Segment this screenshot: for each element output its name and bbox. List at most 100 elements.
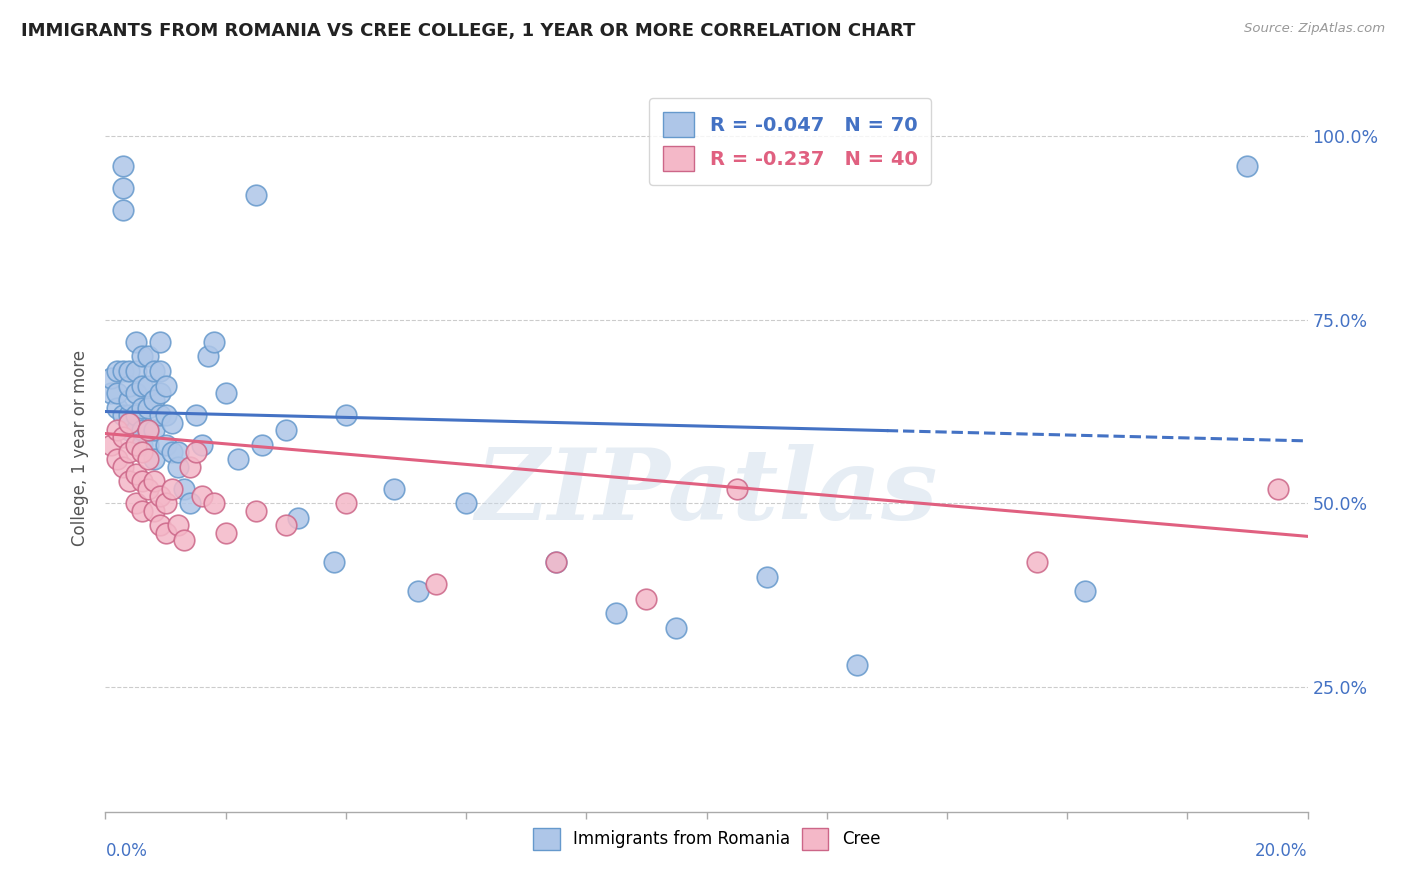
Point xyxy=(124,423,146,437)
Point xyxy=(131,445,153,459)
Point xyxy=(112,364,135,378)
Point xyxy=(1026,555,1049,569)
Point xyxy=(546,555,568,569)
Point xyxy=(107,364,129,378)
Point xyxy=(1236,159,1258,173)
Point xyxy=(155,379,177,393)
Point xyxy=(136,482,159,496)
Point xyxy=(142,503,165,517)
Point xyxy=(214,525,236,540)
Point xyxy=(214,386,236,401)
Point xyxy=(190,437,212,451)
Point xyxy=(136,437,159,451)
Point xyxy=(112,202,135,217)
Point xyxy=(148,518,170,533)
Point xyxy=(118,445,141,459)
Point xyxy=(107,423,129,437)
Point xyxy=(124,408,146,422)
Point xyxy=(197,350,219,364)
Point xyxy=(131,401,153,415)
Point xyxy=(1267,482,1289,496)
Point xyxy=(155,525,177,540)
Point xyxy=(112,180,135,194)
Point xyxy=(425,577,447,591)
Point xyxy=(124,437,146,451)
Point xyxy=(184,408,207,422)
Point xyxy=(454,496,477,510)
Point xyxy=(226,452,249,467)
Point xyxy=(112,459,135,474)
Point xyxy=(546,555,568,569)
Point xyxy=(190,489,212,503)
Point xyxy=(845,657,868,672)
Point xyxy=(148,489,170,503)
Point xyxy=(131,423,153,437)
Point xyxy=(155,408,177,422)
Point xyxy=(124,334,146,349)
Point xyxy=(287,511,309,525)
Point xyxy=(124,496,146,510)
Point xyxy=(142,475,165,489)
Point xyxy=(202,496,225,510)
Point xyxy=(665,621,688,635)
Point xyxy=(184,445,207,459)
Point xyxy=(148,408,170,422)
Point xyxy=(155,437,177,451)
Point xyxy=(131,350,153,364)
Point xyxy=(112,408,135,422)
Point xyxy=(124,467,146,481)
Point xyxy=(142,423,165,437)
Legend: Immigrants from Romania, Cree: Immigrants from Romania, Cree xyxy=(524,820,889,858)
Text: 20.0%: 20.0% xyxy=(1256,842,1308,860)
Point xyxy=(131,379,153,393)
Point xyxy=(1074,584,1097,599)
Point xyxy=(166,445,188,459)
Point xyxy=(107,401,129,415)
Text: 0.0%: 0.0% xyxy=(105,842,148,860)
Point xyxy=(245,187,267,202)
Point xyxy=(725,482,748,496)
Point xyxy=(636,591,658,606)
Point xyxy=(179,496,201,510)
Point xyxy=(107,452,129,467)
Text: IMMIGRANTS FROM ROMANIA VS CREE COLLEGE, 1 YEAR OR MORE CORRELATION CHART: IMMIGRANTS FROM ROMANIA VS CREE COLLEGE,… xyxy=(21,22,915,40)
Point xyxy=(245,503,267,517)
Point xyxy=(124,437,146,451)
Point xyxy=(100,437,122,451)
Point xyxy=(173,482,195,496)
Point xyxy=(160,416,183,430)
Point xyxy=(124,364,146,378)
Point xyxy=(160,445,183,459)
Point xyxy=(335,496,357,510)
Point xyxy=(136,350,159,364)
Point xyxy=(202,334,225,349)
Y-axis label: College, 1 year or more: College, 1 year or more xyxy=(72,351,90,546)
Point xyxy=(142,452,165,467)
Point xyxy=(118,416,141,430)
Point xyxy=(118,393,141,408)
Point xyxy=(118,408,141,422)
Point xyxy=(322,555,344,569)
Text: Source: ZipAtlas.com: Source: ZipAtlas.com xyxy=(1244,22,1385,36)
Point xyxy=(124,386,146,401)
Point xyxy=(136,423,159,437)
Point xyxy=(112,430,135,444)
Point xyxy=(755,570,778,584)
Point xyxy=(131,503,153,517)
Point xyxy=(382,482,405,496)
Point xyxy=(136,401,159,415)
Point xyxy=(136,379,159,393)
Point xyxy=(148,386,170,401)
Point xyxy=(136,452,159,467)
Point xyxy=(107,386,129,401)
Point xyxy=(118,364,141,378)
Point xyxy=(131,437,153,451)
Point xyxy=(142,364,165,378)
Point xyxy=(274,423,297,437)
Point xyxy=(136,423,159,437)
Point xyxy=(250,437,273,451)
Point xyxy=(112,159,135,173)
Point xyxy=(155,496,177,510)
Point xyxy=(335,408,357,422)
Point xyxy=(179,459,201,474)
